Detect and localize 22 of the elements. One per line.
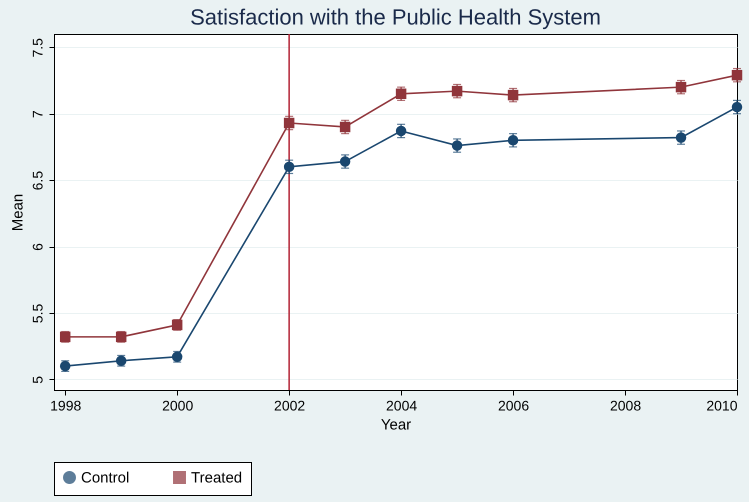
chart-title: Satisfaction with the Public Health System (190, 4, 601, 30)
y-axis-title: Mean (10, 194, 26, 232)
x-tick-label: 2004 (386, 398, 418, 414)
y-tick-label: 7.5 (30, 38, 46, 58)
y-tick-label: 6.5 (30, 170, 46, 190)
x-tick-label: 2010 (706, 398, 738, 414)
y-tick-label: 5 (30, 376, 46, 384)
x-tick-label: 2008 (610, 398, 642, 414)
point (340, 156, 350, 167)
x-tick-label: 1998 (50, 398, 82, 414)
point (676, 132, 686, 143)
x-axis-title: Year (380, 416, 412, 434)
legend-label: Treated (191, 470, 242, 487)
y-tick-label: 7 (30, 110, 46, 118)
y-tick-label: 6 (30, 242, 46, 251)
x-tick-label: 2000 (162, 398, 194, 414)
point (508, 135, 518, 146)
y-tick-label: 5.5 (30, 304, 46, 324)
x-tick-label: 2006 (498, 398, 530, 414)
point (452, 140, 462, 151)
legend-label: Control (81, 470, 130, 487)
x-tick-label: 2002 (274, 398, 306, 414)
